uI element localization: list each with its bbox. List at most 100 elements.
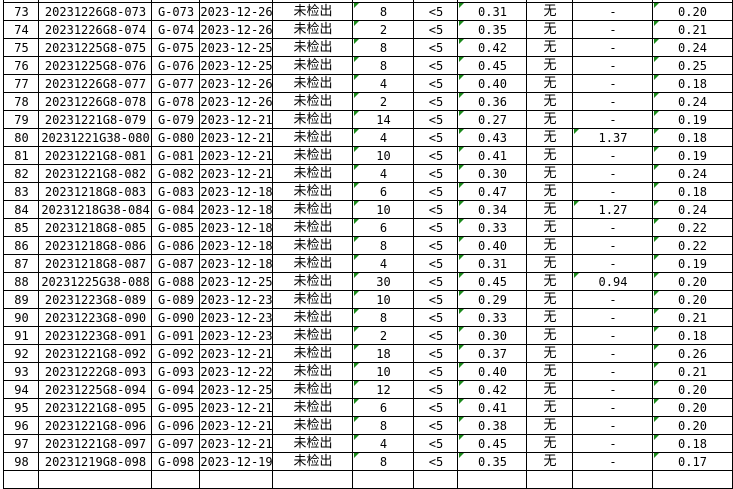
cell-no[interactable]: 78 <box>3 93 39 111</box>
cell-code[interactable]: G-082 <box>151 165 200 183</box>
cell-id[interactable]: 20231225G38-088 <box>38 273 152 291</box>
cell-v1[interactable]: 0.40 <box>457 237 527 255</box>
cell-result[interactable]: 未检出 <box>272 327 353 345</box>
cell-v2[interactable]: 0.94 <box>572 273 653 291</box>
cell-v1[interactable]: 0.31 <box>457 3 527 21</box>
cell-n[interactable]: 8 <box>352 57 414 75</box>
cell-flag[interactable]: 无 <box>526 399 573 417</box>
cell-id[interactable]: 20231221G8-097 <box>38 435 152 453</box>
cell-lt[interactable]: <5 <box>413 291 458 309</box>
cell-date[interactable]: 2023-12-23 <box>199 327 273 345</box>
cell-no[interactable]: 79 <box>3 111 39 129</box>
cell-n[interactable]: 4 <box>352 435 414 453</box>
cell-no[interactable]: 85 <box>3 219 39 237</box>
cell-v1[interactable]: 0.29 <box>457 291 527 309</box>
cell-flag[interactable]: 无 <box>526 381 573 399</box>
cell-no[interactable]: 80 <box>3 129 39 147</box>
cell-flag[interactable]: 无 <box>526 237 573 255</box>
cell-flag[interactable]: 无 <box>526 147 573 165</box>
cell-n[interactable]: 8 <box>352 309 414 327</box>
cell-no[interactable]: 90 <box>3 309 39 327</box>
cell-date[interactable]: 2023-12-21 <box>199 165 273 183</box>
cell-v1[interactable]: 0.41 <box>457 147 527 165</box>
cell-v3[interactable]: 0.24 <box>652 165 733 183</box>
cell-date[interactable]: 2023-12-18 <box>199 201 273 219</box>
cell-code[interactable]: G-092 <box>151 345 200 363</box>
cell-v1[interactable]: 0.40 <box>457 363 527 381</box>
cell-result[interactable]: 未检出 <box>272 201 353 219</box>
cell-lt[interactable]: <5 <box>413 39 458 57</box>
cell-date[interactable]: 2023-12-21 <box>199 399 273 417</box>
cell-lt[interactable]: <5 <box>413 219 458 237</box>
cell-id[interactable]: 20231226G8-074 <box>38 21 152 39</box>
cell-v1[interactable]: 0.42 <box>457 381 527 399</box>
cell-no[interactable]: 76 <box>3 57 39 75</box>
cell-date[interactable]: 2023-12-25 <box>199 273 273 291</box>
cell-id[interactable]: 20231225G8-076 <box>38 57 152 75</box>
cell-code[interactable]: G-080 <box>151 129 200 147</box>
cell-lt[interactable]: <5 <box>413 111 458 129</box>
cell-v1[interactable]: 0.43 <box>457 129 527 147</box>
cell-v2[interactable]: 1.27 <box>572 201 653 219</box>
cell-id[interactable]: 20231226G8-073 <box>38 3 152 21</box>
cell-result[interactable]: 未检出 <box>272 21 353 39</box>
cell-code[interactable]: G-084 <box>151 201 200 219</box>
cell-flag[interactable] <box>526 0 573 3</box>
cell-lt[interactable]: <5 <box>413 201 458 219</box>
cell-v3[interactable]: 0.24 <box>652 201 733 219</box>
cell-n[interactable]: 8 <box>352 237 414 255</box>
cell-flag[interactable]: 无 <box>526 345 573 363</box>
cell-date[interactable]: 2023-12-19 <box>199 453 273 471</box>
cell-lt[interactable]: <5 <box>413 399 458 417</box>
cell-flag[interactable]: 无 <box>526 417 573 435</box>
cell-v2[interactable]: - <box>572 147 653 165</box>
cell-v2[interactable]: - <box>572 399 653 417</box>
cell-flag[interactable]: 无 <box>526 57 573 75</box>
cell-v2[interactable]: - <box>572 3 653 21</box>
cell-result[interactable]: 未检出 <box>272 147 353 165</box>
cell-v2[interactable]: - <box>572 291 653 309</box>
cell-code[interactable]: G-073 <box>151 3 200 21</box>
cell-code[interactable]: G-078 <box>151 93 200 111</box>
cell-code[interactable]: G-095 <box>151 399 200 417</box>
cell-code[interactable]: G-081 <box>151 147 200 165</box>
cell-id[interactable]: 20231225G8-094 <box>38 381 152 399</box>
cell-v3[interactable]: 0.20 <box>652 3 733 21</box>
cell-n[interactable]: 6 <box>352 183 414 201</box>
cell-code[interactable]: G-091 <box>151 327 200 345</box>
cell-no[interactable]: 77 <box>3 75 39 93</box>
cell-id[interactable]: 20231218G38-084 <box>38 201 152 219</box>
cell-v2[interactable]: - <box>572 309 653 327</box>
cell-v3[interactable]: 0.20 <box>652 273 733 291</box>
cell-lt[interactable]: <5 <box>413 381 458 399</box>
cell-id[interactable]: 20231218G8-083 <box>38 183 152 201</box>
cell-lt[interactable]: <5 <box>413 453 458 471</box>
cell-v1[interactable]: 0.45 <box>457 273 527 291</box>
cell-v3[interactable]: 0.18 <box>652 327 733 345</box>
cell-no[interactable]: 83 <box>3 183 39 201</box>
cell-n[interactable] <box>352 0 414 3</box>
cell-v1[interactable]: 0.33 <box>457 309 527 327</box>
cell-code[interactable]: G-089 <box>151 291 200 309</box>
cell-flag[interactable]: 无 <box>526 363 573 381</box>
cell-v1[interactable]: 0.40 <box>457 75 527 93</box>
cell-date[interactable]: 2023-12-25 <box>199 381 273 399</box>
cell-result[interactable]: 未检出 <box>272 3 353 21</box>
cell-id[interactable]: 20231221G8-082 <box>38 165 152 183</box>
cell-n[interactable]: 10 <box>352 201 414 219</box>
cell-flag[interactable]: 无 <box>526 219 573 237</box>
cell-flag[interactable]: 无 <box>526 201 573 219</box>
cell-id[interactable]: 20231221G8-092 <box>38 345 152 363</box>
cell-lt[interactable]: <5 <box>413 237 458 255</box>
cell-date[interactable]: 2023-12-21 <box>199 417 273 435</box>
cell-date[interactable]: 2023-12-21 <box>199 111 273 129</box>
cell-v3[interactable]: 0.17 <box>652 453 733 471</box>
cell-code[interactable]: G-096 <box>151 417 200 435</box>
cell-code[interactable]: G-074 <box>151 21 200 39</box>
cell-no[interactable]: 84 <box>3 201 39 219</box>
cell-v1[interactable]: 0.41 <box>457 399 527 417</box>
cell-n[interactable]: 4 <box>352 129 414 147</box>
cell-id[interactable]: 20231219G8-098 <box>38 453 152 471</box>
cell-code[interactable]: G-090 <box>151 309 200 327</box>
cell-code[interactable]: G-079 <box>151 111 200 129</box>
